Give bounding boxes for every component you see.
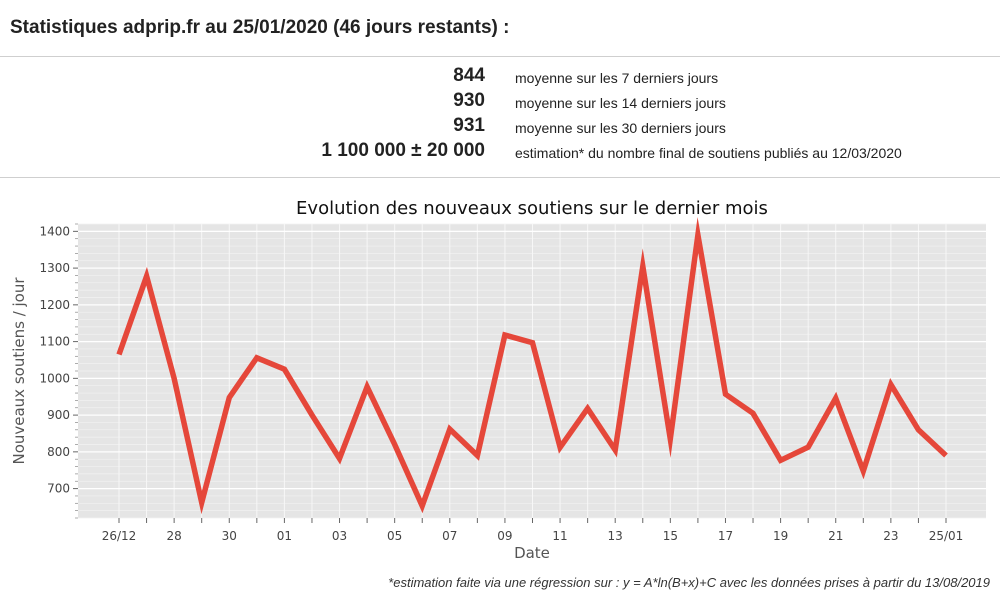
stat-value: 844 [453,65,485,86]
chart-title: Evolution des nouveaux soutiens sur le d… [296,198,768,219]
y-axis: 700 800 900 1000 1100 1200 1300 1400 [39,223,78,519]
stat-row-14-days: 930 moyenne sur les 14 derniers jours [0,90,1000,115]
x-tick-label: 13 [608,529,623,543]
stat-row-30-days: 931 moyenne sur les 30 derniers jours [0,115,1000,140]
x-axis-label: Date [514,544,550,562]
y-tick-label: 1000 [39,371,70,385]
stat-row-7-days: 844 moyenne sur les 7 derniers jours [0,65,1000,90]
stat-row-estimation: 1 100 000 ± 20 000 estimation* du nombre… [0,140,1000,165]
stat-value: 930 [453,90,485,111]
x-tick-label: 01 [277,529,292,543]
stat-value: 1 100 000 ± 20 000 [321,140,485,161]
page-header: Statistiques adprip.fr au 25/01/2020 (46… [0,0,1000,57]
line-chart: Evolution des nouveaux soutiens sur le d… [10,198,986,562]
x-tick-label: 28 [166,529,181,543]
x-tick-label: 11 [552,529,567,543]
grid-lines [78,223,986,519]
stat-value: 931 [453,115,485,136]
series-line-group [116,216,948,515]
stat-label: moyenne sur les 30 derniers jours [515,120,726,136]
y-tick-label: 1300 [39,261,70,275]
x-tick-label: 15 [663,529,678,543]
x-tick-label: 05 [387,529,402,543]
x-tick-label: 25/01 [929,529,964,543]
estimation-footnote: *estimation faite via une régression sur… [388,575,990,590]
stat-label: moyenne sur les 7 derniers jours [515,70,719,86]
stats-panel: 844 moyenne sur les 7 derniers jours 930… [0,57,1000,178]
x-tick-label: 17 [718,529,733,543]
stat-label: moyenne sur les 14 derniers jours [515,95,726,111]
x-axis: 26/12 28 30 01 03 05 07 09 11 13 15 17 19 21 23 25/01 [102,518,964,543]
y-tick-label: 700 [47,482,70,496]
x-tick-label: 03 [332,529,347,543]
y-tick-label: 1100 [39,335,70,349]
x-tick-label: 21 [828,529,843,543]
x-tick-label: 26/12 [102,529,137,543]
y-tick-label: 1400 [39,224,70,238]
stat-label: estimation* du nombre final de soutiens … [515,145,902,161]
x-tick-label: 30 [222,529,237,543]
y-axis-label: Nouveaux soutiens / jour [10,277,28,465]
y-tick-label: 800 [47,445,70,459]
x-tick-label: 09 [497,529,512,543]
chart-container: Evolution des nouveaux soutiens sur le d… [0,180,1000,570]
y-tick-label: 900 [47,408,70,422]
x-tick-label: 07 [442,529,457,543]
x-tick-label: 23 [883,529,898,543]
x-tick-label: 19 [773,529,788,543]
y-tick-label: 1200 [39,298,70,312]
page-title: Statistiques adprip.fr au 25/01/2020 (46… [10,17,510,38]
